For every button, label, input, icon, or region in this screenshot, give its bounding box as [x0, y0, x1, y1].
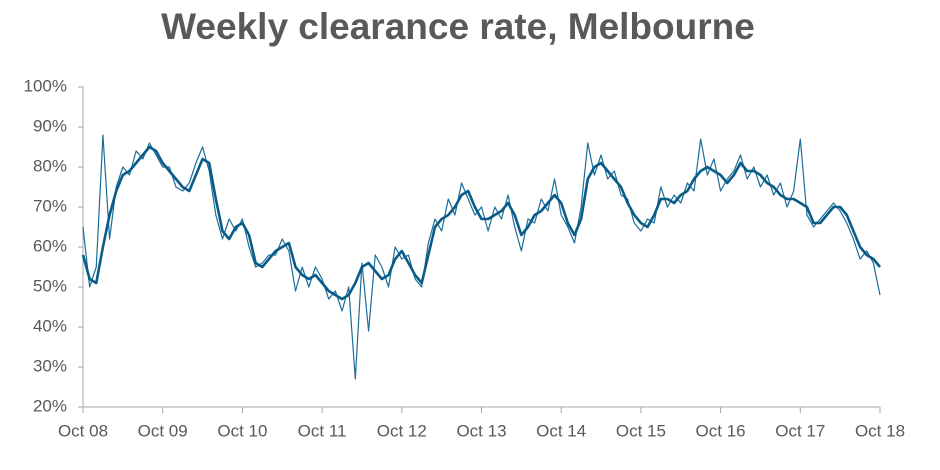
series-line	[81, 145, 882, 301]
chart-title: Weekly clearance rate, Melbourne	[161, 6, 755, 47]
x-tick-label: Oct 15	[616, 421, 666, 440]
y-tick-label: 50%	[33, 276, 67, 295]
y-tick-label: 100%	[24, 76, 67, 95]
x-tick-label: Oct 14	[536, 421, 586, 440]
y-tick-label: 70%	[33, 196, 67, 215]
x-tick-label: Oct 08	[58, 421, 108, 440]
x-tick-label: Oct 11	[298, 421, 347, 440]
x-tick-label: Oct 13	[456, 421, 506, 440]
x-tick-label: Oct 18	[855, 421, 905, 440]
x-tick-label: Oct 12	[377, 421, 427, 440]
y-tick-label: 80%	[33, 156, 67, 175]
y-tick-label: 90%	[33, 116, 67, 135]
y-tick-label: 30%	[33, 356, 67, 375]
y-tick-label: 20%	[33, 396, 67, 415]
x-tick-label: Oct 17	[775, 421, 825, 440]
y-tick-label: 60%	[33, 236, 67, 255]
x-tick-label: Oct 10	[217, 421, 267, 440]
x-tick-label: Oct 16	[696, 421, 746, 440]
y-tick-label: 40%	[33, 316, 67, 335]
x-tick-label: Oct 09	[138, 421, 188, 440]
series-line	[82, 134, 881, 380]
